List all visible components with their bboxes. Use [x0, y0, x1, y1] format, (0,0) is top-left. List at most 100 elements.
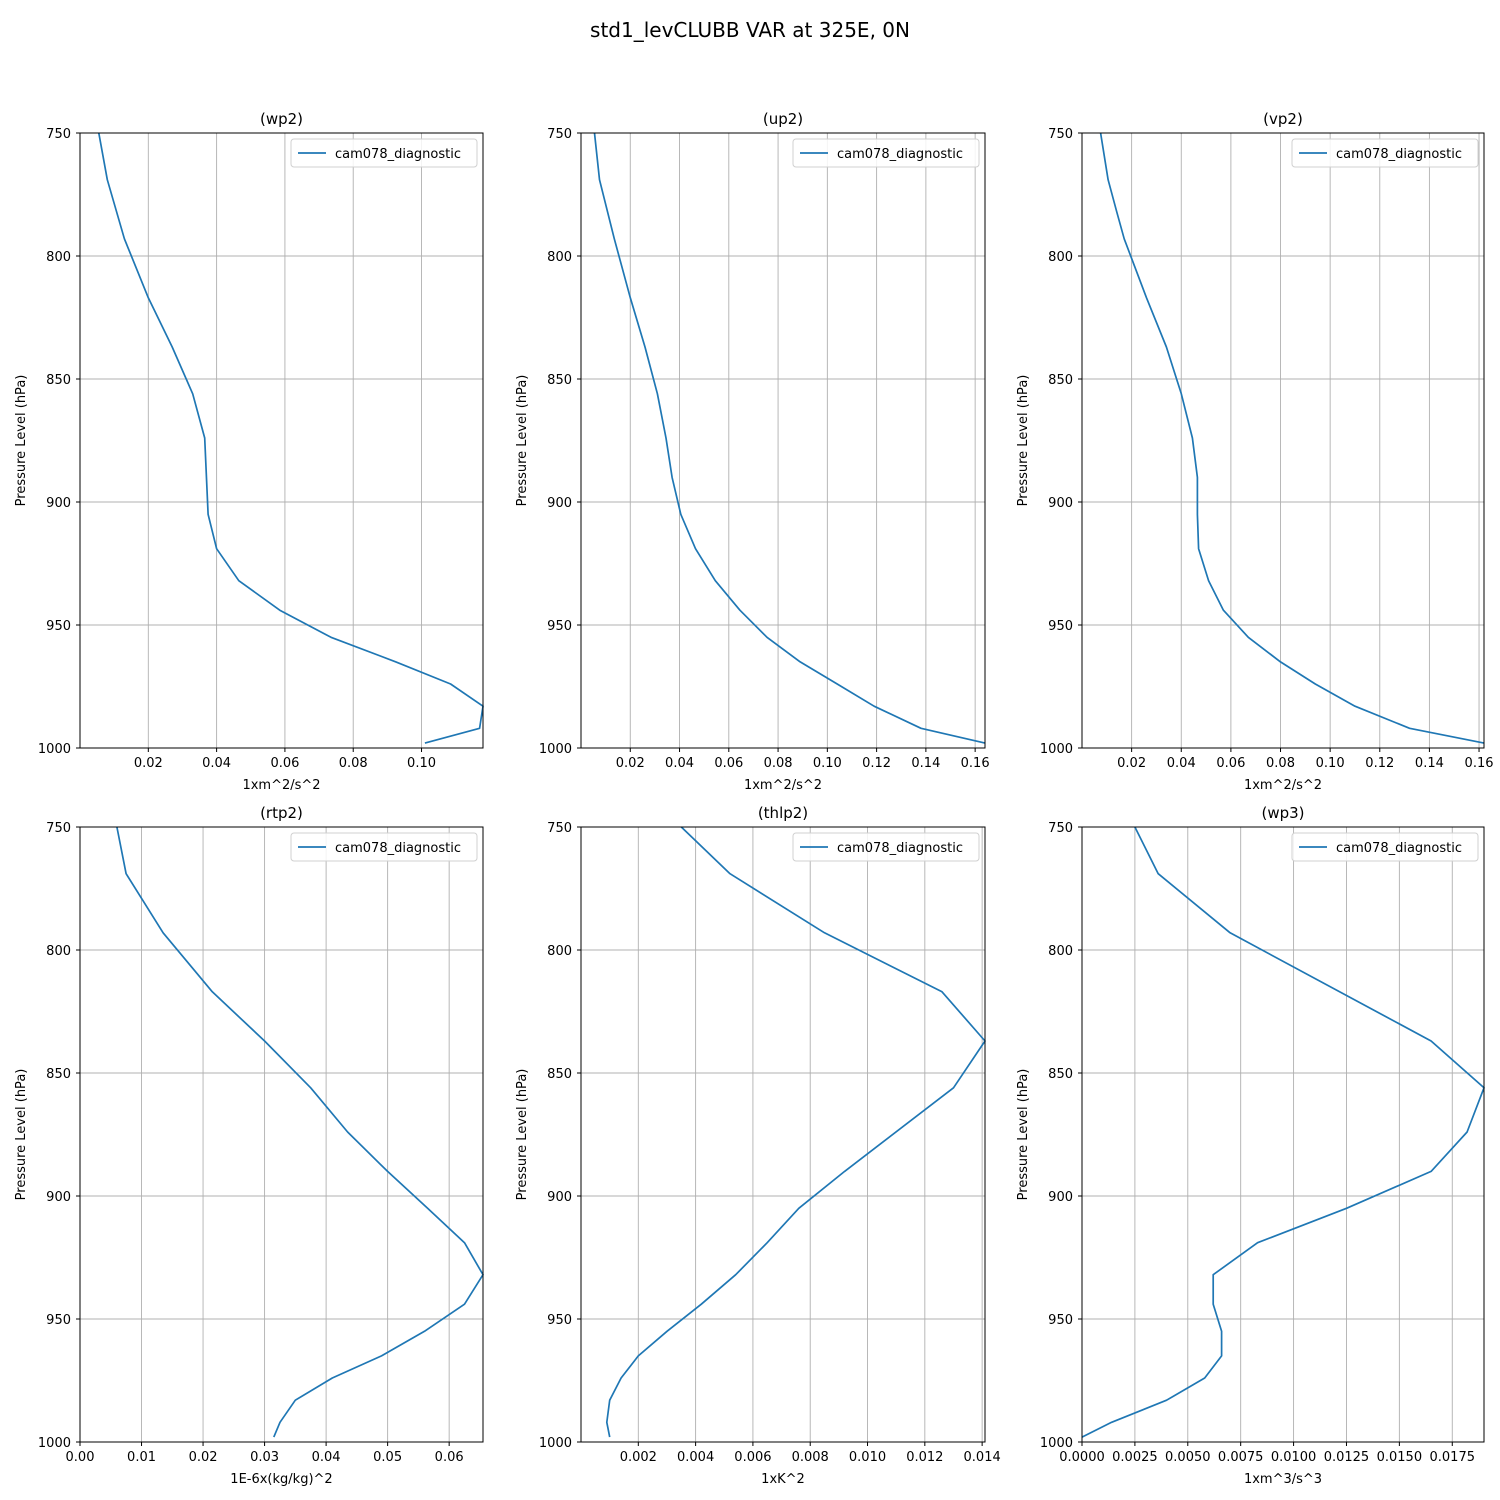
x-tick-label: 0.04	[1167, 756, 1196, 771]
x-tick-label: 0.0150	[1377, 1450, 1423, 1465]
x-tick-label: 0.0025	[1112, 1450, 1158, 1465]
x-tick-label: 0.010	[849, 1450, 886, 1465]
figure-title: std1_levCLUBB VAR at 325E, 0N	[590, 18, 910, 42]
legend: cam078_diagnostic	[1291, 832, 1479, 862]
y-tick-label: 900	[547, 1190, 572, 1205]
y-tick-label: 850	[46, 1067, 71, 1082]
x-tick-label: 0.02	[189, 1450, 218, 1465]
legend-label: cam078_diagnostic	[837, 841, 963, 856]
x-tick-label: 0.012	[906, 1450, 943, 1465]
x-tick-label: 0.02	[134, 756, 163, 771]
x-tick-label: 0.08	[339, 756, 368, 771]
subplot-5: 0.002 0.004 0.006 0.008 0.010 0.012 0.014 750 80…	[515, 804, 1001, 1487]
x-tick-label: 0.04	[202, 756, 231, 771]
plot-frame	[1081, 132, 1485, 749]
y-tick-label: 950	[1048, 619, 1073, 634]
x-tick-label: 0.14	[1415, 756, 1444, 771]
x-tick-label: 0.006	[734, 1450, 771, 1465]
x-tick-label: 0.0075	[1218, 1450, 1264, 1465]
y-tick-label: 750	[1048, 821, 1073, 836]
y-tick-label: 750	[1048, 127, 1073, 142]
subplot-1: 0.02 0.04 0.06 0.08 0.10 750 800 850 900 950 1000 (…	[14, 110, 484, 793]
y-tick-label: 800	[46, 944, 71, 959]
y-tick-label: 800	[46, 250, 71, 265]
subplot-2: 0.02 0.04 0.06 0.08 0.10 0.12 0.14 0.16 750 800 85…	[515, 110, 990, 793]
legend: cam078_diagnostic	[792, 138, 980, 168]
legend: cam078_diagnostic	[290, 832, 478, 862]
x-tick-label: 0.16	[961, 756, 990, 771]
x-tick-label: 0.0125	[1324, 1450, 1370, 1465]
y-tick-label: 750	[46, 127, 71, 142]
legend-box	[290, 832, 478, 862]
y-tick-label: 850	[547, 373, 572, 388]
x-axis-label: 1xm^3/s^3	[1244, 1472, 1322, 1487]
y-tick-label: 1000	[1040, 1436, 1073, 1451]
legend-label: cam078_diagnostic	[837, 147, 963, 162]
subplot-4: 0.00 0.01 0.02 0.03 0.04 0.05 0.06 750 800 850 900…	[14, 804, 484, 1487]
plot-frame	[580, 826, 986, 1443]
y-tick-label: 950	[547, 619, 572, 634]
y-tick-label: 1000	[38, 1436, 71, 1451]
subplot-title: (wp2)	[260, 110, 303, 128]
y-tick-label: 1000	[539, 742, 572, 757]
x-tick-label: 0.01	[127, 1450, 156, 1465]
subplot-title: (wp3)	[1261, 804, 1304, 822]
x-tick-label: 0.10	[1316, 756, 1345, 771]
y-tick-label: 1000	[1040, 742, 1073, 757]
x-axis-label: 1xm^2/s^2	[744, 778, 822, 793]
y-tick-label: 900	[46, 496, 71, 511]
legend-box	[290, 138, 478, 168]
x-tick-label: 0.12	[1365, 756, 1394, 771]
y-tick-label: 800	[1048, 250, 1073, 265]
y-tick-label: 850	[1048, 373, 1073, 388]
y-tick-label: 900	[547, 496, 572, 511]
y-tick-label: 950	[46, 619, 71, 634]
series-line-1	[116, 826, 484, 1438]
x-tick-label: 0.02	[616, 756, 645, 771]
x-axis-label: 1xm^2/s^2	[242, 778, 320, 793]
y-tick-label: 950	[46, 1313, 71, 1328]
x-tick-label: 0.10	[813, 756, 842, 771]
x-tick-label: 0.04	[312, 1450, 341, 1465]
y-tick-label: 1000	[38, 742, 71, 757]
x-tick-label: 0.08	[764, 756, 793, 771]
subplot-grid: 0.02 0.04 0.06 0.08 0.10 750 800 850 900 950 1000 (…	[14, 110, 1494, 1487]
y-tick-label: 750	[547, 821, 572, 836]
plot-frame	[1081, 826, 1485, 1443]
y-axis-label: Pressure Level (hPa)	[14, 1069, 29, 1201]
x-tick-label: 0.0175	[1430, 1450, 1476, 1465]
y-tick-label: 800	[547, 944, 572, 959]
legend-box	[1291, 832, 1479, 862]
x-tick-label: 0.03	[250, 1450, 279, 1465]
x-tick-label: 0.0100	[1271, 1450, 1317, 1465]
x-tick-label: 0.06	[435, 1450, 464, 1465]
y-axis-label: Pressure Level (hPa)	[515, 1069, 530, 1201]
legend-label: cam078_diagnostic	[335, 147, 461, 162]
x-tick-label: 0.10	[407, 756, 436, 771]
x-tick-label: 0.02	[1117, 756, 1146, 771]
x-tick-label: 0.06	[1216, 756, 1245, 771]
x-tick-label: 0.14	[911, 756, 940, 771]
x-tick-label: 0.00	[66, 1450, 95, 1465]
y-tick-label: 800	[1048, 944, 1073, 959]
x-tick-label: 0.0050	[1165, 1450, 1211, 1465]
x-axis-label: 1E-6x(kg/kg)^2	[230, 1472, 332, 1487]
series-line-1	[97, 132, 484, 744]
y-tick-label: 850	[547, 1067, 572, 1082]
x-axis-label: 1xK^2	[761, 1472, 805, 1487]
x-tick-label: 0.16	[1465, 756, 1494, 771]
x-tick-label: 0.004	[677, 1450, 714, 1465]
x-axis-label: 1xm^2/s^2	[1244, 778, 1322, 793]
y-axis-label: Pressure Level (hPa)	[14, 375, 29, 507]
x-tick-label: 0.08	[1266, 756, 1295, 771]
x-tick-label: 0.008	[792, 1450, 829, 1465]
y-tick-label: 900	[1048, 1190, 1073, 1205]
series-line-1	[593, 132, 986, 744]
legend-box	[1291, 138, 1479, 168]
y-tick-label: 950	[547, 1313, 572, 1328]
y-tick-label: 1000	[539, 1436, 572, 1451]
plot-frame	[79, 826, 484, 1443]
x-tick-label: 0.014	[964, 1450, 1001, 1465]
y-tick-label: 850	[46, 373, 71, 388]
